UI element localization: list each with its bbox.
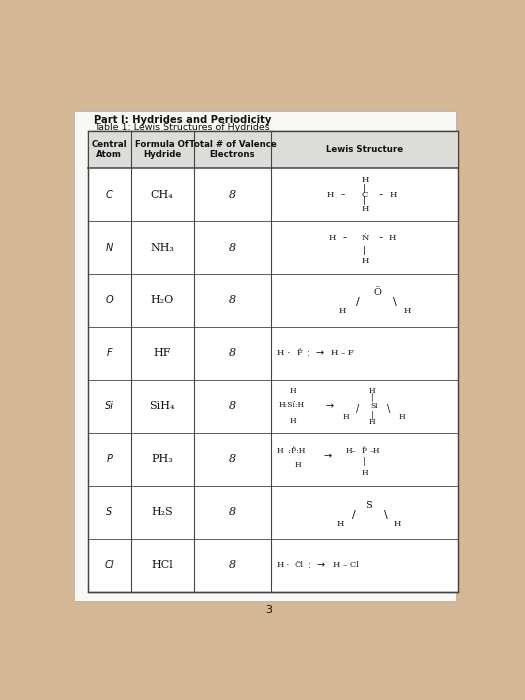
- Text: H: H: [369, 419, 375, 426]
- Text: :: :: [308, 561, 311, 570]
- Text: 8: 8: [229, 508, 236, 517]
- Text: H: H: [289, 417, 296, 425]
- Text: C: C: [362, 190, 368, 199]
- Text: Total # of Valence
Electrons: Total # of Valence Electrons: [188, 140, 276, 160]
- Text: H: H: [339, 307, 346, 315]
- Text: Si: Si: [105, 401, 114, 412]
- Text: H: H: [388, 234, 396, 242]
- Text: –H: –H: [369, 447, 380, 456]
- Text: H: H: [277, 349, 284, 358]
- Text: 8: 8: [229, 401, 236, 412]
- Text: Central
Atom: Central Atom: [91, 140, 127, 160]
- Text: 8: 8: [229, 454, 236, 464]
- Text: HF: HF: [153, 349, 171, 358]
- Bar: [88, 132, 458, 168]
- Text: /: /: [356, 403, 360, 414]
- Text: PH₃: PH₃: [151, 454, 173, 464]
- Text: H – Cl: H – Cl: [333, 561, 359, 569]
- Text: Table 1: Lewis Structures of Hydrides: Table 1: Lewis Structures of Hydrides: [94, 122, 270, 132]
- FancyBboxPatch shape: [74, 111, 456, 601]
- Text: :: :: [307, 349, 310, 358]
- Text: 8: 8: [229, 242, 236, 253]
- Text: |: |: [363, 183, 366, 192]
- Text: –: –: [342, 234, 346, 242]
- Text: –: –: [378, 234, 382, 242]
- Text: |: |: [363, 197, 366, 205]
- Text: F: F: [107, 349, 112, 358]
- Text: H – F: H – F: [331, 349, 354, 358]
- Text: Part I: Hydrides and Periodicity: Part I: Hydrides and Periodicity: [94, 115, 271, 125]
- Text: Ö: Ö: [373, 288, 381, 297]
- Text: →: →: [317, 560, 324, 570]
- Text: →: →: [315, 349, 323, 358]
- Text: H: H: [295, 461, 301, 468]
- Text: H: H: [289, 386, 296, 395]
- Text: ·: ·: [286, 560, 289, 570]
- Text: \: \: [393, 297, 397, 307]
- Text: H: H: [327, 190, 334, 199]
- Text: →: →: [326, 401, 333, 412]
- Text: 3: 3: [266, 605, 272, 615]
- Text: Si: Si: [371, 402, 378, 410]
- Text: H: H: [277, 561, 284, 569]
- Text: H: H: [337, 521, 344, 528]
- Text: H–: H–: [346, 447, 356, 456]
- Text: \: \: [387, 403, 390, 414]
- Text: Cl: Cl: [104, 560, 114, 570]
- Text: 8: 8: [229, 190, 236, 200]
- Text: H: H: [277, 447, 283, 456]
- Text: /: /: [355, 297, 359, 307]
- Text: :Ṗ̈:H: :Ṗ̈:H: [286, 447, 305, 456]
- Text: ·: ·: [287, 349, 290, 358]
- Text: H: H: [342, 413, 349, 421]
- Text: 8: 8: [229, 349, 236, 358]
- Text: N: N: [106, 242, 113, 253]
- Text: –: –: [340, 190, 344, 199]
- Text: H: H: [369, 386, 375, 395]
- Text: –: –: [378, 190, 382, 199]
- Text: H: H: [361, 205, 369, 214]
- Text: H: H: [390, 190, 397, 199]
- Text: H: H: [361, 469, 368, 477]
- Text: H: H: [404, 307, 411, 315]
- Text: H:Sï:H: H:Sï:H: [279, 401, 304, 409]
- Text: H: H: [361, 257, 369, 265]
- Text: |: |: [363, 457, 366, 466]
- Text: S: S: [106, 508, 112, 517]
- Text: 8: 8: [229, 560, 236, 570]
- Text: NH₃: NH₃: [150, 242, 174, 253]
- Text: H: H: [394, 521, 401, 528]
- Text: C̈l: C̈l: [294, 561, 303, 569]
- Text: H₂O: H₂O: [151, 295, 174, 305]
- Text: /: /: [352, 510, 355, 521]
- Text: SiH₄: SiH₄: [149, 401, 175, 412]
- Text: H: H: [329, 234, 336, 242]
- Text: \: \: [384, 510, 388, 521]
- Text: H: H: [361, 176, 369, 183]
- Text: HCl: HCl: [151, 560, 173, 570]
- Text: C: C: [106, 190, 113, 200]
- Text: O: O: [106, 295, 113, 305]
- Text: H: H: [398, 413, 405, 421]
- Text: Ḟ̈: Ḟ̈: [296, 349, 302, 358]
- Text: P: P: [107, 454, 112, 464]
- Text: 8: 8: [229, 295, 236, 305]
- Text: |: |: [371, 393, 373, 402]
- Text: Ṗ̈: Ṗ̈: [362, 447, 367, 456]
- Text: Formula Of
Hydride: Formula Of Hydride: [135, 140, 189, 160]
- Text: Lewis Structure: Lewis Structure: [326, 146, 403, 154]
- Text: |: |: [371, 411, 373, 420]
- Text: |: |: [363, 246, 366, 255]
- Text: S̈: S̈: [365, 501, 372, 510]
- Text: CH₄: CH₄: [151, 190, 173, 200]
- Text: H₂S: H₂S: [151, 508, 173, 517]
- Bar: [88, 132, 458, 592]
- Text: →: →: [323, 452, 331, 462]
- Text: Ṅ: Ṅ: [361, 234, 369, 242]
